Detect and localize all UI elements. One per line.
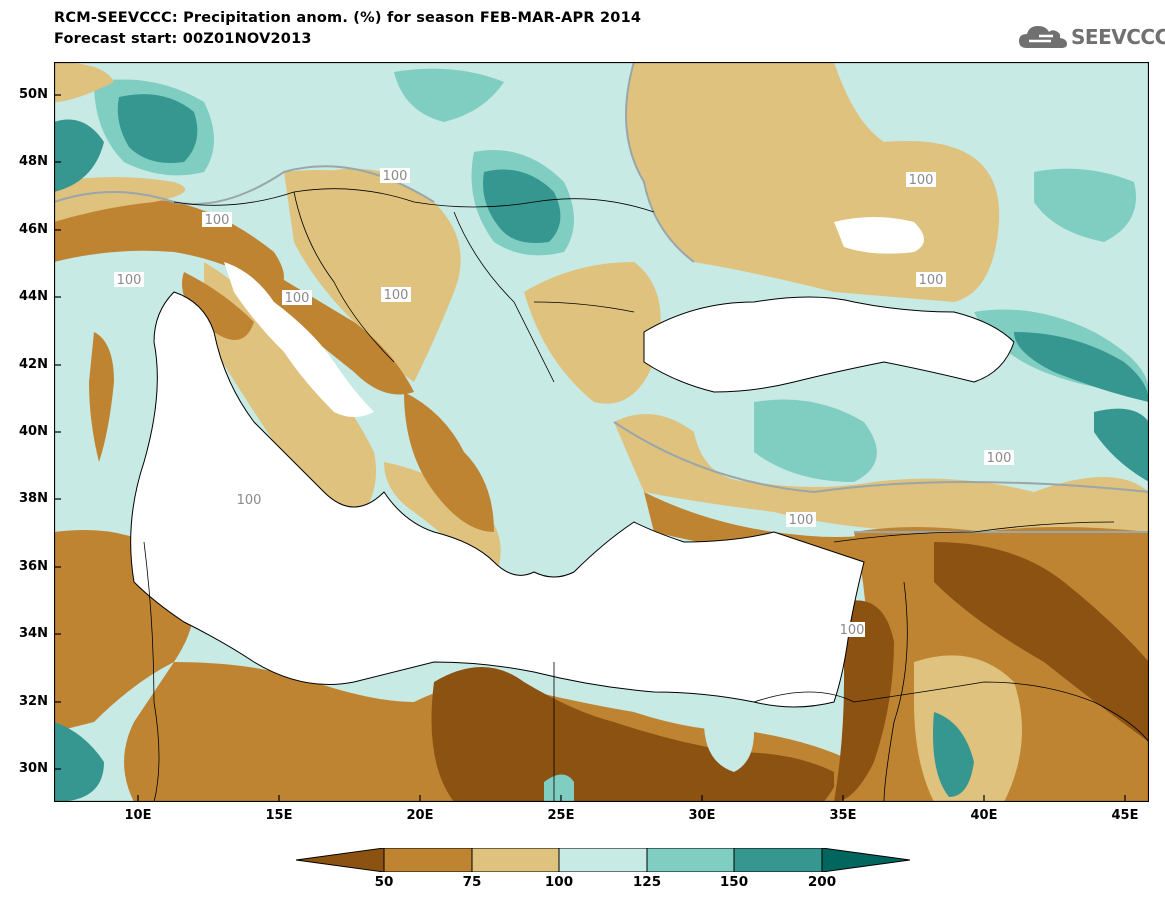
colorbar-75-100 [471, 848, 560, 872]
contour-label: 100 [919, 273, 944, 288]
contour-label: 100 [205, 213, 230, 228]
lat-label: 30N [19, 761, 48, 776]
chart-title: RCM-SEEVCCC: Precipitation anom. (%) for… [54, 10, 642, 26]
contour-label: 100 [789, 513, 814, 528]
lat-label: 44N [19, 289, 48, 304]
lat-label: 38N [19, 491, 48, 506]
lat-label: 40N [19, 424, 48, 439]
contour-label: 100 [384, 288, 409, 303]
lon-label: 40E [970, 808, 998, 823]
cloud-icon [1019, 26, 1067, 48]
contour-label: 100 [383, 169, 408, 184]
contour-label: 100 [117, 273, 142, 288]
colorbar-below-50 [296, 848, 385, 872]
colorbar [296, 848, 910, 872]
lat-label: 50N [19, 87, 48, 102]
lon-label: 20E [406, 808, 434, 823]
lat-label: 36N [19, 559, 48, 574]
colorbar-above-200 [821, 848, 910, 872]
contour-label: 100 [909, 173, 934, 188]
colorbar-label: 50 [374, 874, 394, 890]
colorbar-label: 75 [462, 874, 482, 890]
lon-label: 15E [265, 808, 293, 823]
lat-label: 32N [19, 694, 48, 709]
seevccc-logo: SEEVCCC [1017, 22, 1165, 52]
lat-label: 34N [19, 626, 48, 641]
colorbar-label: 200 [807, 874, 837, 890]
colorbar-100-125 [558, 848, 648, 872]
logo-text: SEEVCCC [1071, 25, 1165, 49]
lat-label: 46N [19, 222, 48, 237]
colorbar-125-150 [646, 848, 735, 872]
lon-label: 10E [124, 808, 152, 823]
colorbar-label: 150 [719, 874, 749, 890]
lon-label: 45E [1111, 808, 1139, 823]
lon-label: 30E [688, 808, 716, 823]
lat-label: 42N [19, 357, 48, 372]
lon-label: 35E [829, 808, 857, 823]
lat-label: 48N [19, 154, 48, 169]
contour-label: 100 [237, 493, 262, 508]
colorbar-label: 100 [544, 874, 574, 890]
contour-label: 100 [285, 291, 310, 306]
contour-label: 100 [987, 451, 1012, 466]
forecast-start: Forecast start: 00Z01NOV2013 [54, 31, 312, 47]
colorbar-50-75 [383, 848, 473, 872]
precipitation-anomaly-map: 100 100 100 100 100 100 100 100 100 100 … [54, 62, 1149, 802]
contour-labels: 100 100 100 100 100 100 100 100 100 100 … [114, 168, 1014, 638]
contour-label: 100 [840, 623, 865, 638]
colorbar-label: 125 [632, 874, 662, 890]
lon-label: 25E [547, 808, 575, 823]
colorbar-150-200 [733, 848, 823, 872]
